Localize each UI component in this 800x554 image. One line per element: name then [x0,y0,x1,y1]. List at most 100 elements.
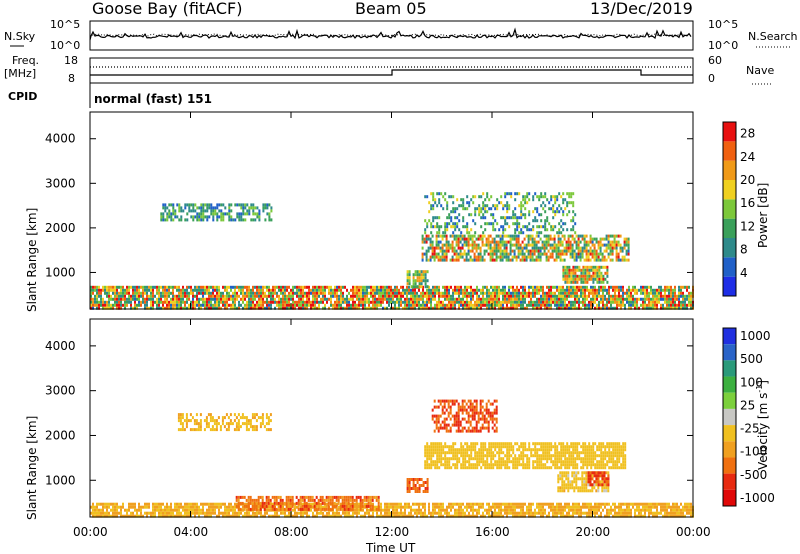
heat-cell [376,297,378,301]
heat-cell [501,243,504,247]
heat-cell [558,291,560,295]
heat-cell [196,505,198,509]
heat-cell [446,294,448,298]
heat-cell [218,285,220,289]
heat-cell [426,270,429,274]
heat-cell [108,288,110,292]
heat-cell [240,288,242,292]
heat-cell [520,303,522,307]
heat-cell [504,502,506,506]
heat-cell [430,192,433,196]
heat-cell [304,511,306,515]
heat-cell [612,297,614,301]
heat-cell [435,243,438,247]
heat-cell [456,207,459,211]
heat-cell [632,502,634,506]
heat-cell [474,300,476,304]
heat-cell [234,514,236,518]
heat-cell [566,201,569,205]
heat-cell [244,306,246,310]
heat-cell [188,508,190,512]
heat-cell [610,294,612,298]
heat-cell [232,511,234,515]
heat-cell [218,511,220,515]
heat-cell [586,277,589,281]
heat-cell [574,213,577,217]
heat-cell [452,300,454,304]
heat-cell [92,306,94,310]
heat-cell [224,212,227,216]
heat-cell [420,511,422,515]
heat-cell [596,294,598,298]
heat-cell [114,511,116,515]
heat-cell [680,291,682,295]
heat-cell [282,291,284,295]
heat-cell [542,511,544,515]
heat-cell [128,300,130,304]
heat-cell [406,297,408,301]
heat-cell [416,300,418,304]
heat-cell [577,234,580,238]
heat-cell [459,234,462,238]
heat-cell [144,303,146,307]
heat-cell [462,225,465,229]
heat-cell [142,291,144,295]
heat-cell [459,240,462,244]
heat-cell [186,306,188,310]
heat-cell [164,285,166,289]
heat-cell [249,501,252,505]
heat-cell [688,291,690,295]
heat-cell [378,300,380,304]
heat-cell [492,228,495,232]
heat-cell [310,300,312,304]
heat-cell [476,294,478,298]
heat-cell [615,252,618,256]
heat-cell [623,255,626,259]
heat-cell [285,495,288,499]
heat-cell [552,502,554,506]
heat-cell [254,303,256,307]
heat-cell [562,271,565,275]
heat-cell [620,306,622,310]
heat-cell [632,285,634,289]
heat-cell [502,300,504,304]
heat-cell [392,502,394,506]
heat-cell [575,234,578,238]
heat-cell [566,294,568,298]
heat-cell [576,297,578,301]
heat-cell [505,255,508,259]
heat-cell [608,294,610,298]
heat-cell [600,285,602,289]
heat-cell [248,306,250,310]
heat-cell [540,231,543,235]
heat-cell [503,249,506,253]
heat-cell [454,285,456,289]
heat-cell [670,294,672,298]
heat-cell [448,195,451,199]
heat-cell [106,511,108,515]
heat-cell [479,237,482,241]
heat-cell [546,306,548,310]
heat-cell [374,285,376,289]
heat-cell [565,249,568,253]
heat-cell [156,285,158,289]
heat-cell [277,495,280,499]
heat-cell [528,303,530,307]
heat-cell [554,505,556,509]
heat-cell [284,288,286,292]
heat-cell [446,303,448,307]
heat-cell [404,511,406,515]
heat-cell [254,206,257,210]
heat-cell [160,285,162,289]
heat-cell [684,297,686,301]
heat-cell [156,297,158,301]
heat-cell [396,297,398,301]
heat-cell [564,514,566,518]
heat-cell [596,505,598,509]
heat-cell [600,277,603,281]
heat-cell [134,300,136,304]
heat-cell [642,508,644,512]
heat-cell [316,288,318,292]
heat-cell [435,246,438,250]
heat-cell [96,514,98,518]
